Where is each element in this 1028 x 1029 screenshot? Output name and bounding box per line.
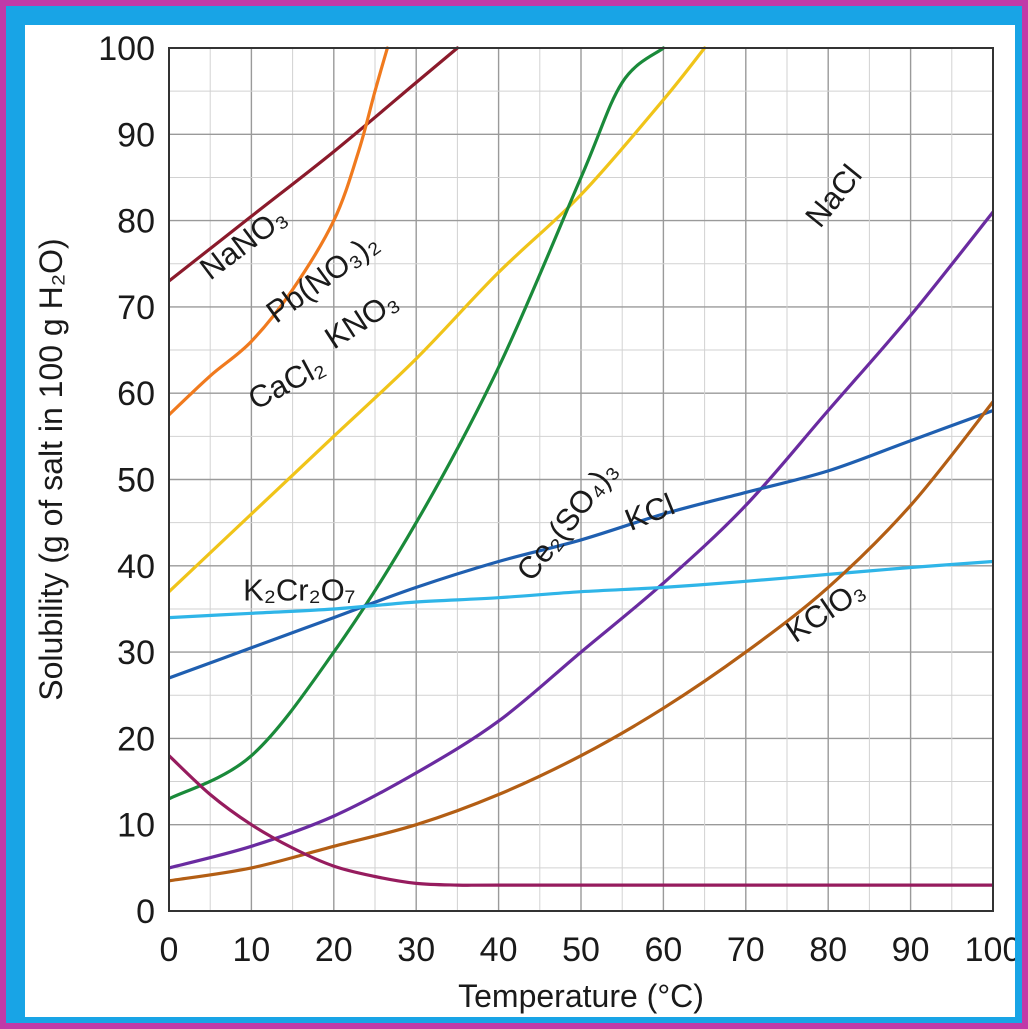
grid xyxy=(169,48,993,911)
plot-border xyxy=(168,47,994,912)
series-label: NaNO₃ xyxy=(193,199,293,286)
y-tick-label: 70 xyxy=(117,289,155,327)
series-line-1 xyxy=(169,46,389,417)
x-tick-label: 0 xyxy=(160,931,179,969)
x-tick-label: 50 xyxy=(562,931,600,969)
y-tick-label: 20 xyxy=(117,720,155,758)
y-tick-label: 50 xyxy=(117,462,155,500)
y-axis-title: Solubility (g of salt in 100 g H₂O) xyxy=(33,238,69,700)
series-line-7 xyxy=(169,400,993,883)
series-lines xyxy=(169,46,993,887)
series-label: NaCl xyxy=(798,158,869,234)
y-tick-labels: 0 10 20 30 40 50 60 70 80 90 100 xyxy=(98,30,155,931)
series-line-6 xyxy=(169,559,993,620)
y-tick-label: 10 xyxy=(117,807,155,845)
series-label: KNO₃ xyxy=(319,283,405,356)
y-tick-label: 40 xyxy=(117,548,155,586)
series-line-0 xyxy=(169,46,459,283)
series-line-8 xyxy=(169,754,993,887)
x-tick-label: 80 xyxy=(809,931,847,969)
y-tick-label: 0 xyxy=(136,893,155,931)
series-label: KClO₃ xyxy=(780,572,871,650)
x-tick-label: 100 xyxy=(965,931,1015,969)
x-tick-labels: 0 10 20 30 40 50 60 70 80 90 100 xyxy=(160,931,1015,969)
solubility-chart: 0 10 20 30 40 50 60 70 80 90 100 0 10 20 30 40 50 60 70 80… xyxy=(33,30,1015,1014)
series-label: CaCl₂ xyxy=(242,348,330,417)
series-line-4 xyxy=(169,210,993,870)
x-tick-label: 70 xyxy=(727,931,765,969)
series-line-3 xyxy=(169,46,665,801)
x-tick-label: 10 xyxy=(232,931,270,969)
series-line-5 xyxy=(169,408,993,680)
y-tick-label: 90 xyxy=(117,116,155,154)
series-label: K₂Cr₂O₇ xyxy=(243,572,355,607)
series-labels: Pb(NO₃)₂KNO₃Ce₂(SO₄)₃NaClKClKClO₃K₂Cr₂O₇… xyxy=(193,158,871,649)
chart-panel: 0 10 20 30 40 50 60 70 80 90 100 0 10 20 30 40 50 60 70 80… xyxy=(25,25,1015,1017)
y-tick-label: 60 xyxy=(117,375,155,413)
series-label: Ce₂(SO₄)₃ xyxy=(509,454,624,588)
series-line-2 xyxy=(169,46,707,594)
outer-frame: 0 10 20 30 40 50 60 70 80 90 100 0 10 20 30 40 50 60 70 80… xyxy=(6,6,1022,1023)
x-tick-label: 30 xyxy=(397,931,435,969)
x-tick-label: 40 xyxy=(480,931,518,969)
x-tick-label: 20 xyxy=(315,931,353,969)
y-tick-label: 80 xyxy=(117,203,155,241)
x-axis-title: Temperature (°C) xyxy=(458,978,704,1014)
x-tick-label: 90 xyxy=(892,931,930,969)
x-tick-label: 60 xyxy=(644,931,682,969)
series-label: KCl xyxy=(620,487,679,538)
y-tick-label: 100 xyxy=(98,30,155,68)
y-tick-label: 30 xyxy=(117,634,155,672)
